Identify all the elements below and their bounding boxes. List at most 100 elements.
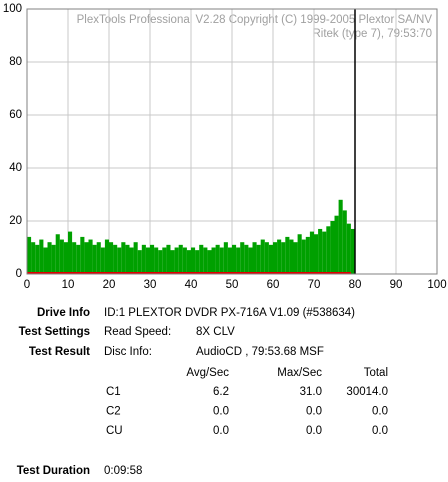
bar bbox=[223, 242, 228, 274]
y-tick-label: 0 bbox=[16, 268, 22, 280]
bar bbox=[314, 234, 319, 274]
bar bbox=[207, 250, 212, 274]
y-tick-label: 40 bbox=[9, 162, 22, 174]
y-tick-label: 20 bbox=[9, 215, 22, 227]
bar bbox=[199, 244, 204, 274]
bar bbox=[35, 244, 40, 274]
x-tick-label: 60 bbox=[267, 279, 280, 291]
bar bbox=[281, 242, 286, 274]
bar bbox=[55, 234, 60, 274]
bar bbox=[125, 244, 130, 274]
bar bbox=[252, 242, 257, 274]
bar bbox=[248, 247, 253, 274]
x-tick-label: 80 bbox=[349, 279, 362, 291]
bar bbox=[170, 250, 175, 274]
bar bbox=[260, 239, 265, 274]
value: 8X CLV bbox=[196, 326, 235, 338]
key: Read Speed: bbox=[104, 326, 171, 338]
bar bbox=[346, 223, 351, 274]
bar bbox=[109, 242, 114, 274]
bar bbox=[256, 244, 261, 274]
column-header: Avg/Sec bbox=[186, 367, 229, 379]
y-tick-label: 60 bbox=[9, 109, 22, 121]
row-label: C1 bbox=[106, 386, 121, 398]
bar bbox=[141, 244, 146, 274]
bar bbox=[301, 239, 306, 274]
bar bbox=[31, 242, 36, 274]
cell: 0.0 bbox=[306, 425, 322, 437]
bar bbox=[273, 242, 278, 274]
bar bbox=[322, 231, 327, 274]
bar bbox=[43, 247, 48, 274]
cell: 30014.0 bbox=[346, 386, 388, 398]
x-tick-label: 0 bbox=[24, 279, 30, 291]
bar bbox=[121, 242, 126, 274]
value: 0:09:58 bbox=[104, 465, 142, 477]
bar bbox=[76, 244, 81, 274]
bar bbox=[338, 199, 343, 274]
bar bbox=[100, 247, 105, 274]
bar bbox=[117, 247, 122, 274]
bar bbox=[154, 247, 159, 274]
x-tick-label: 10 bbox=[62, 279, 75, 291]
bar bbox=[166, 244, 171, 274]
bar bbox=[158, 250, 163, 274]
bar bbox=[297, 234, 302, 274]
bar bbox=[264, 242, 269, 274]
bar bbox=[293, 242, 298, 274]
cell: 6.2 bbox=[213, 386, 229, 398]
bar bbox=[182, 247, 187, 274]
bar bbox=[39, 239, 44, 274]
bar bbox=[104, 239, 109, 274]
column-header: Total bbox=[364, 367, 388, 379]
bar bbox=[232, 244, 237, 274]
label: Test Result bbox=[29, 346, 90, 358]
bar bbox=[113, 244, 118, 274]
annotation: Ritek (type 7), 79:53:70 bbox=[312, 28, 432, 40]
x-tick-label: 20 bbox=[103, 279, 116, 291]
bar bbox=[350, 228, 355, 274]
bar bbox=[63, 242, 68, 274]
bar bbox=[162, 247, 167, 274]
bar bbox=[133, 242, 138, 274]
plot-frame bbox=[26, 8, 438, 275]
bar bbox=[244, 244, 249, 274]
bar bbox=[72, 242, 77, 274]
bar bbox=[227, 247, 232, 274]
bar bbox=[268, 244, 273, 274]
bar bbox=[186, 250, 191, 274]
y-tick-label: 80 bbox=[9, 56, 22, 68]
x-tick-label: 30 bbox=[144, 279, 157, 291]
bar bbox=[289, 239, 294, 274]
row-label: CU bbox=[106, 425, 123, 437]
bar bbox=[305, 236, 310, 274]
cell: 0.0 bbox=[213, 425, 229, 437]
bar bbox=[326, 226, 331, 274]
x-tick-label: 100 bbox=[427, 279, 446, 291]
label: Test Settings bbox=[19, 326, 90, 338]
bar bbox=[96, 242, 101, 274]
bar bbox=[51, 244, 56, 274]
x-tick-label: 90 bbox=[390, 279, 403, 291]
bar bbox=[27, 236, 32, 274]
bar bbox=[203, 247, 208, 274]
bar bbox=[309, 231, 314, 274]
bar bbox=[137, 250, 142, 274]
bar bbox=[342, 210, 347, 274]
label: Test Duration bbox=[17, 465, 90, 477]
bar bbox=[285, 236, 290, 274]
bar bbox=[211, 247, 216, 274]
key: Disc Info: bbox=[104, 346, 152, 358]
bar bbox=[240, 242, 245, 274]
bar bbox=[59, 239, 64, 274]
bar bbox=[236, 247, 241, 274]
bar bbox=[174, 247, 179, 274]
label: Drive Info bbox=[37, 307, 90, 319]
bar bbox=[178, 244, 183, 274]
bar bbox=[219, 247, 224, 274]
bar bbox=[47, 242, 52, 274]
bar bbox=[88, 239, 93, 274]
value: ID:1 PLEXTOR DVDR PX-716A V1.09 (#538634… bbox=[104, 307, 355, 319]
bar bbox=[129, 247, 134, 274]
bar bbox=[330, 221, 335, 274]
